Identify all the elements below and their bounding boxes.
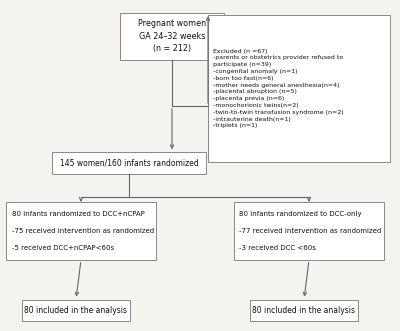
FancyBboxPatch shape (208, 15, 390, 162)
Text: 145 women/160 infants randomized: 145 women/160 infants randomized (60, 159, 198, 167)
FancyBboxPatch shape (234, 202, 384, 260)
Text: 80 infants randomized to DCC-only

-77 received intervention as randomized

-3 r: 80 infants randomized to DCC-only -77 re… (239, 211, 381, 251)
Text: Excluded (n =67)
-parents or obstetrics provider refused to
participate (n=39)
-: Excluded (n =67) -parents or obstetrics … (213, 49, 344, 128)
FancyBboxPatch shape (6, 202, 156, 260)
FancyBboxPatch shape (52, 152, 206, 174)
FancyBboxPatch shape (120, 13, 224, 60)
Text: 80 infants randomized to DCC+nCPAP

-75 received intervention as randomized

-5 : 80 infants randomized to DCC+nCPAP -75 r… (12, 211, 154, 251)
FancyBboxPatch shape (22, 300, 130, 321)
Text: Pregnant women
GA 24–32 weeks
(n = 212): Pregnant women GA 24–32 weeks (n = 212) (138, 20, 206, 53)
Text: 80 included in the analysis: 80 included in the analysis (252, 306, 356, 315)
Text: 80 included in the analysis: 80 included in the analysis (24, 306, 128, 315)
FancyBboxPatch shape (250, 300, 358, 321)
